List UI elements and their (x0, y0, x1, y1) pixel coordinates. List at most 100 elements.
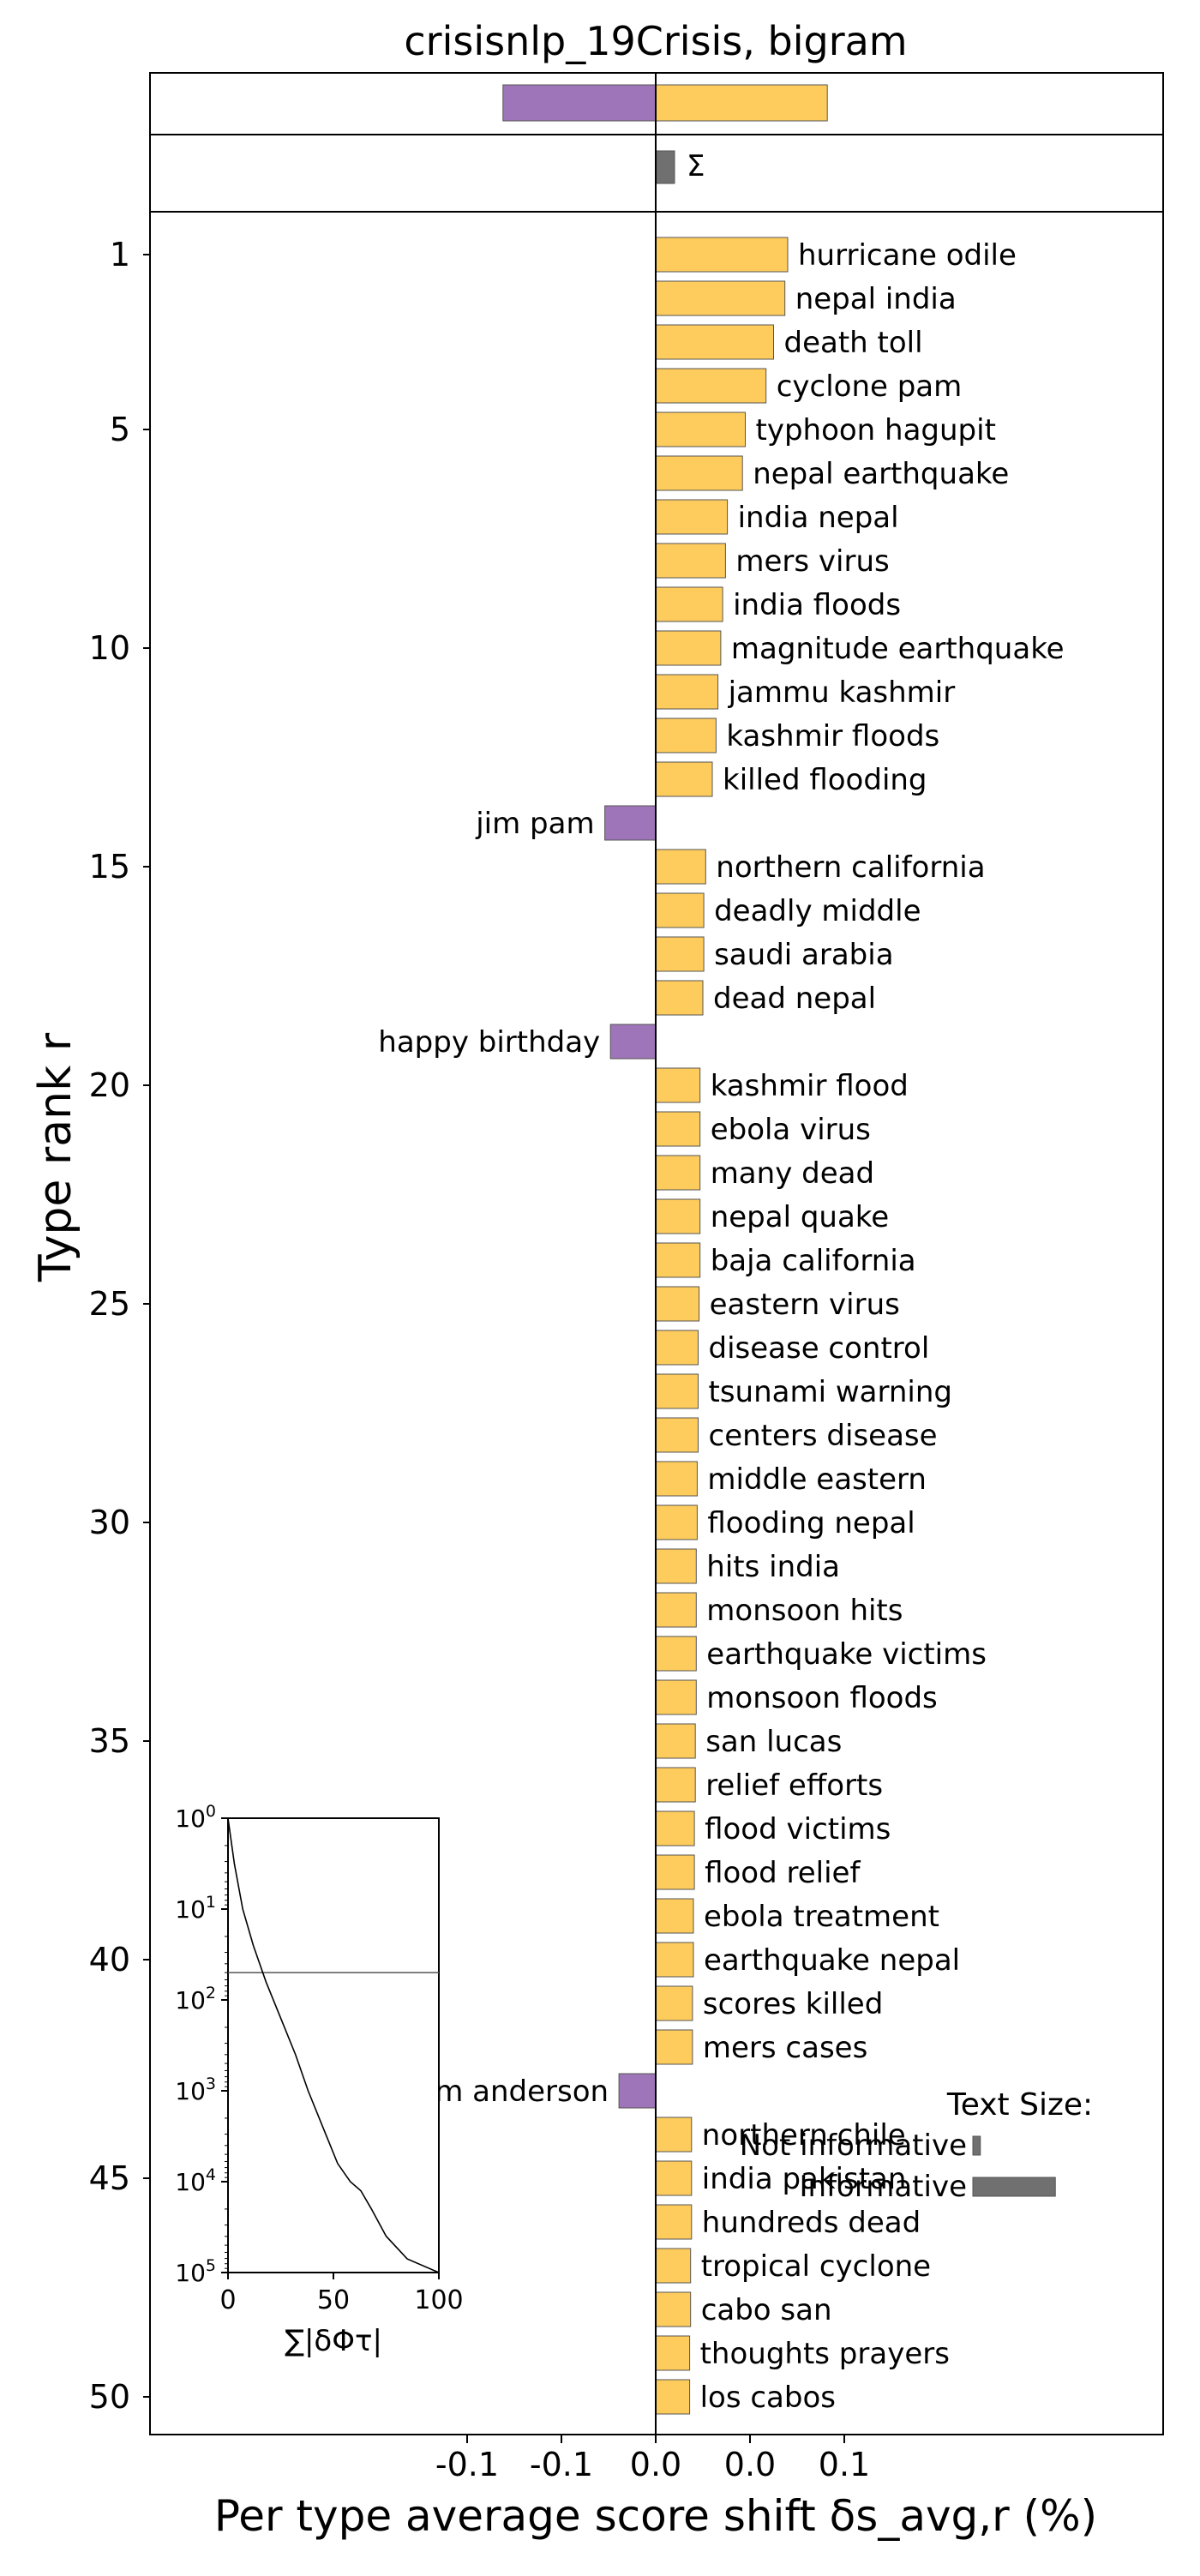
x-tick-label: 0.0 (724, 2446, 776, 2483)
bar-rank-31 (655, 1548, 697, 1584)
inset-y-tick-label: 100 (175, 1802, 216, 1833)
bar-label-rank-40: earthquake nepal (704, 1943, 960, 1978)
bar-label-rank-27: tsunami warning (709, 1375, 953, 1409)
bar-label-rank-18: dead nepal (713, 982, 876, 1016)
bar-rank-19 (609, 1024, 657, 1060)
text-size-item-label: Informative (800, 2170, 968, 2204)
bar-rank-26 (655, 1330, 699, 1366)
bar-rank-14 (604, 805, 657, 841)
bar-rank-3 (655, 324, 774, 360)
bar-rank-48 (655, 2291, 692, 2327)
inset-frame (227, 1817, 440, 2273)
bar-label-rank-11: jammu kashmir (728, 676, 956, 710)
bar-rank-21 (655, 1111, 701, 1147)
bar-rank-32 (655, 1592, 697, 1628)
bar-label-rank-20: kashmir flood (711, 1069, 909, 1103)
bar-rank-44 (655, 2117, 693, 2153)
bar-label-rank-21: ebola virus (711, 1113, 871, 1147)
x-tick-label: 0.1 (819, 2446, 870, 2483)
bar-rank-7 (655, 499, 729, 535)
inset-x-tick-label: 0 (219, 2285, 236, 2315)
bar-rank-41 (655, 1985, 693, 2021)
y-tick-label: 50 (89, 2378, 130, 2416)
inset-y-tick-label: 103 (175, 2075, 216, 2105)
bar-rank-5 (655, 411, 746, 447)
inset-y-tick-label: 105 (175, 2256, 216, 2287)
total-bar (655, 150, 675, 184)
bar-label-rank-1: hurricane odile (798, 238, 1017, 273)
bar-label-rank-30: flooding nepal (707, 1506, 915, 1540)
bar-rank-11 (655, 674, 719, 710)
bar-rank-40 (655, 1942, 694, 1978)
total-bar-label: Σ (687, 149, 705, 183)
bar-label-rank-26: disease control (709, 1331, 930, 1366)
text-size-bar (972, 2177, 1056, 2197)
bar-rank-16 (655, 892, 705, 928)
bar-label-rank-47: tropical cyclone (701, 2249, 931, 2284)
bar-label-rank-5: typhoon hagupit (756, 413, 996, 447)
y-tick-label: 25 (89, 1285, 130, 1323)
bar-rank-25 (655, 1286, 700, 1322)
bar-rank-6 (655, 455, 743, 491)
bar-label-rank-36: relief efforts (705, 1768, 883, 1803)
bar-label-rank-35: san lucas (705, 1725, 842, 1759)
bar-label-rank-24: baja california (711, 1244, 916, 1278)
summary-positive-bar (655, 84, 828, 122)
bar-label-rank-50: los cabos (700, 2381, 836, 2415)
total-bar-group: Σ (655, 149, 705, 184)
bar-rank-12 (655, 718, 717, 754)
bar-rank-39 (655, 1898, 694, 1934)
y-tick-label: 45 (89, 2159, 130, 2197)
bar-label-rank-3: death toll (784, 326, 923, 360)
x-tick-label: -0.1 (435, 2446, 499, 2483)
y-tick-label: 35 (89, 1722, 130, 1760)
bar-rank-46 (655, 2204, 693, 2240)
bar-label-rank-14: jim pam (475, 807, 594, 841)
bar-label-rank-41: scores killed (703, 1987, 883, 2021)
bar-rank-50 (655, 2379, 691, 2415)
bar-label-rank-49: thoughts prayers (700, 2337, 950, 2371)
bar-rank-20 (655, 1067, 701, 1103)
inset-cumulative-chart: ∑|δΦτ| 0 50 100 100 101 102 103 104 105 (175, 1802, 463, 2358)
bar-rank-24 (655, 1242, 701, 1278)
bar-rank-10 (655, 630, 722, 666)
bar-rank-28 (655, 1417, 699, 1453)
bar-label-rank-7: india nepal (738, 501, 899, 535)
text-size-bar (972, 2135, 981, 2156)
y-tick-label: 40 (89, 1941, 130, 1979)
bar-label-rank-16: deadly middle (714, 894, 921, 928)
bar-rank-33 (655, 1636, 697, 1672)
bar-label-rank-28: centers disease (709, 1419, 938, 1453)
inset-x-tick-label: 50 (317, 2285, 350, 2315)
bar-label-rank-32: monsoon hits (706, 1594, 903, 1628)
bar-rank-13 (655, 761, 713, 797)
y-tick-label: 5 (110, 411, 130, 448)
y-tick-label: 30 (89, 1504, 130, 1541)
inset-y-tick-label: 104 (175, 2165, 216, 2196)
bar-rank-4 (655, 368, 767, 404)
bar-label-rank-39: ebola treatment (704, 1900, 939, 1934)
bar-label-rank-2: nepal india (795, 282, 957, 316)
bar-label-rank-17: saudi arabia (714, 938, 893, 972)
bar-rank-37 (655, 1810, 695, 1846)
y-axis-label: Type rank r (30, 1032, 81, 1282)
bar-rank-22 (655, 1155, 701, 1191)
text-size-title: Text Size: (946, 2087, 1093, 2123)
bar-rank-38 (655, 1854, 695, 1890)
bar-label-rank-10: magnitude earthquake (731, 632, 1065, 666)
bar-label-rank-44: northern chile (702, 2118, 906, 2153)
bar-rank-8 (655, 543, 726, 579)
bar-label-rank-38: flood relief (705, 1856, 861, 1890)
x-axis-ticks: -0.1 -0.1 0.0 0.0 0.1 (435, 2435, 870, 2483)
bar-label-rank-37: flood victims (705, 1812, 891, 1846)
rank-bars: hurricane odile nepal india death toll cycl… (378, 237, 1065, 2415)
inset-x-tick-label: 100 (414, 2285, 463, 2315)
inset-y-tick-label: 102 (175, 1984, 216, 2015)
bar-label-rank-48: cabo san (701, 2293, 832, 2327)
bar-rank-36 (655, 1767, 696, 1803)
bar-label-rank-34: monsoon floods (706, 1681, 937, 1715)
inset-y-tick-label: 101 (175, 1893, 216, 1924)
y-tick-label: 20 (89, 1066, 130, 1104)
